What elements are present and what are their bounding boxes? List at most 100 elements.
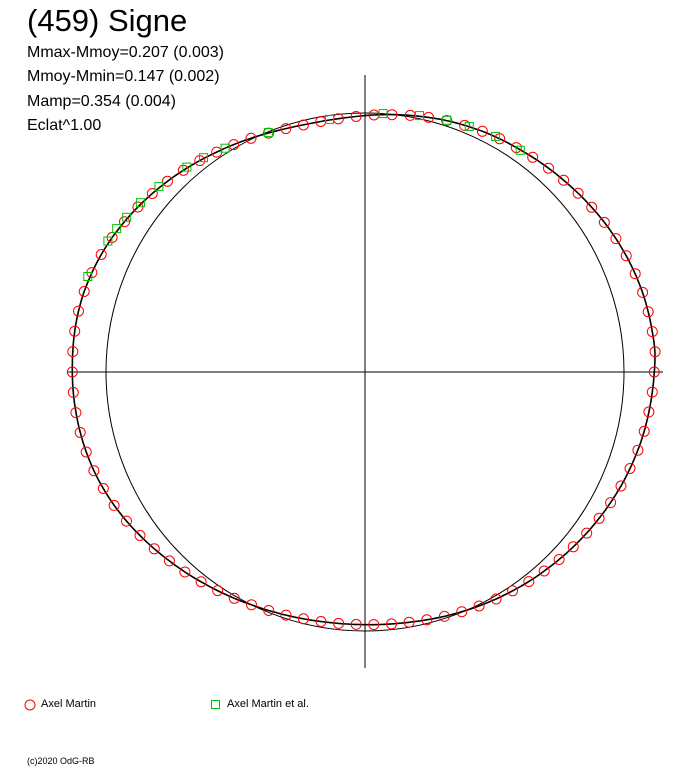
data-point-circle <box>605 497 617 509</box>
data-point-circle <box>441 115 453 126</box>
data-point-square <box>199 153 208 163</box>
data-point-square <box>442 115 452 125</box>
data-point-circle <box>421 614 433 626</box>
data-point-square <box>491 131 501 141</box>
data-point-square <box>415 111 424 121</box>
data-point-circle <box>459 119 471 131</box>
data-point-circle <box>646 326 658 338</box>
data-point-circle <box>280 609 292 621</box>
data-points <box>66 109 661 631</box>
stat-eclat: Eclat^1.00 <box>27 117 102 134</box>
data-point-circle <box>298 613 309 625</box>
data-point-circle <box>95 249 107 260</box>
data-point-circle <box>195 576 207 588</box>
data-point-circle <box>67 386 79 398</box>
data-point-circle <box>146 188 158 199</box>
data-point-circle <box>567 541 579 553</box>
data-point-circle <box>69 325 81 337</box>
data-point-square <box>263 128 273 138</box>
data-point-circle <box>438 610 450 622</box>
data-point-circle <box>646 386 658 398</box>
data-point-circle <box>637 286 649 298</box>
data-point-circle <box>456 606 468 618</box>
data-point-circle <box>386 618 397 630</box>
data-point-circle <box>350 111 362 122</box>
data-point-circle <box>643 406 655 418</box>
square-marker-icon <box>211 700 220 709</box>
data-point-circle <box>523 576 535 588</box>
data-point-square <box>378 109 388 119</box>
data-point-circle <box>638 425 650 437</box>
data-point-square <box>103 236 113 246</box>
data-point-circle <box>228 592 240 604</box>
polar-lightcurve-plot <box>66 75 663 668</box>
legend-label: Axel Martin et al. <box>227 698 309 710</box>
data-point-circle <box>476 125 488 137</box>
data-point-square <box>112 224 122 234</box>
data-point-circle <box>66 366 78 378</box>
data-point-square <box>182 162 192 172</box>
data-point-square <box>464 121 474 131</box>
data-point-circle <box>297 119 309 131</box>
data-point-circle <box>620 250 632 262</box>
data-point-circle <box>162 175 173 187</box>
data-point-circle <box>315 616 327 627</box>
data-point-circle <box>490 593 502 605</box>
circle-marker-icon <box>24 699 36 711</box>
data-point-circle <box>73 305 84 317</box>
data-point-circle <box>473 600 485 612</box>
data-point-circle <box>368 619 380 631</box>
data-point-square <box>122 212 132 222</box>
reference-circle <box>105 112 625 632</box>
data-point-circle <box>148 543 160 555</box>
data-point-circle <box>538 565 550 577</box>
stat-mmax-mmoy: Mmax-Mmoy=0.207 (0.003) <box>27 44 224 61</box>
chart-title: (459) Signe <box>27 3 188 38</box>
data-point-circle <box>88 465 100 477</box>
data-point-square <box>135 198 145 208</box>
data-point-circle <box>624 463 636 474</box>
data-point-circle <box>543 162 554 174</box>
data-point-square <box>154 181 164 191</box>
copyright-text: (c)2020 OdG-RB <box>27 756 95 766</box>
data-point-square <box>220 143 230 153</box>
stat-mamp: Mamp=0.354 (0.004) <box>27 93 176 110</box>
data-point-circle <box>70 407 82 419</box>
data-point-circle <box>527 151 539 163</box>
data-point-circle <box>350 618 362 630</box>
data-point-circle <box>572 187 584 199</box>
data-point-circle <box>649 346 661 358</box>
data-point-circle <box>648 366 660 378</box>
data-point-circle <box>558 174 570 186</box>
data-point-circle <box>179 566 191 578</box>
data-point-circle <box>610 233 622 245</box>
data-point-circle <box>97 483 109 494</box>
data-point-circle <box>632 444 644 456</box>
data-point-circle <box>593 512 605 524</box>
data-point-circle <box>507 585 519 597</box>
data-point-circle <box>246 599 257 611</box>
data-point-circle <box>212 585 224 597</box>
data-point-circle <box>263 605 275 616</box>
data-point-circle <box>108 499 120 511</box>
stat-mmoy-mmin: Mmoy-Mmin=0.147 (0.002) <box>27 68 220 85</box>
data-point-circle <box>245 132 257 144</box>
data-point-circle <box>586 201 598 213</box>
data-point-square <box>325 114 334 124</box>
data-point-circle <box>67 346 79 358</box>
data-point-circle <box>333 617 345 629</box>
data-point-circle <box>134 530 146 541</box>
data-point-circle <box>615 480 627 492</box>
data-point-circle <box>403 616 415 628</box>
data-point-circle <box>280 123 292 135</box>
data-point-circle <box>642 306 654 318</box>
data-point-circle <box>163 555 175 567</box>
data-point-square <box>515 145 525 155</box>
data-point-square <box>83 272 93 281</box>
data-point-circle <box>553 554 565 565</box>
data-point-circle <box>121 515 132 527</box>
legend-label: Axel Martin <box>41 698 97 710</box>
data-point-circle <box>629 268 641 280</box>
data-point-circle <box>598 216 610 228</box>
data-point-circle <box>581 527 593 539</box>
